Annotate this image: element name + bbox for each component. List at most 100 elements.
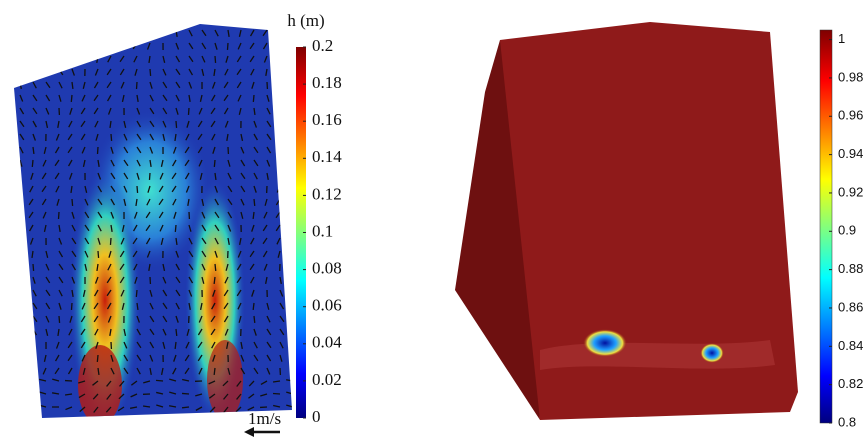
arrow	[98, 30, 100, 37]
arrow	[277, 30, 280, 36]
arrow	[254, 316, 255, 323]
arrow	[110, 30, 111, 37]
arrow	[31, 30, 33, 37]
arrow	[293, 56, 295, 63]
arrow	[253, 95, 254, 102]
arrow	[280, 134, 283, 140]
tick-label: 0.9	[838, 223, 856, 238]
arrow	[289, 186, 293, 192]
arrow	[149, 173, 150, 180]
arrow	[72, 199, 73, 206]
figure: 1m/s h (m) 0.20.180.160.140.120.10.080.0…	[0, 0, 866, 441]
arrow	[214, 277, 215, 284]
arrow	[280, 147, 282, 154]
arrow	[121, 30, 124, 36]
tick-label: 0.04	[312, 333, 342, 352]
arrow	[215, 264, 216, 271]
tick-label: 0.08	[312, 259, 342, 278]
arrow	[17, 43, 20, 49]
arrow	[293, 251, 294, 258]
arrow	[17, 251, 20, 257]
arrow	[26, 405, 33, 407]
arrow	[279, 173, 280, 180]
arrow	[16, 225, 20, 231]
arrow	[293, 69, 296, 75]
arrow	[175, 342, 176, 349]
arrow	[280, 69, 281, 76]
arrow	[16, 238, 20, 244]
arrow	[182, 407, 189, 408]
tick-label: 0.84	[838, 338, 863, 353]
tick-label: 0.06	[312, 296, 342, 315]
arrow	[280, 95, 284, 101]
arrow	[71, 95, 72, 102]
arrow	[293, 342, 294, 349]
arrow	[33, 264, 34, 271]
arrow	[290, 173, 293, 179]
arrow	[214, 368, 215, 375]
arrow	[16, 212, 20, 218]
arrow	[293, 108, 296, 114]
arrow	[120, 43, 124, 49]
arrow	[13, 394, 20, 395]
arrow	[133, 30, 137, 36]
tick-label: 0.88	[838, 261, 863, 276]
tick-label: 0.2	[312, 36, 333, 55]
depth-plot: 1m/s h (m) 0.20.180.160.140.120.10.080.0…	[13, 11, 342, 437]
tick-label: 0.14	[312, 147, 342, 166]
arrow	[85, 56, 86, 63]
colorbar-title: h (m)	[287, 11, 324, 30]
arrow	[292, 147, 293, 154]
arrow	[18, 56, 20, 63]
arrow	[18, 264, 20, 271]
arrow	[214, 160, 215, 167]
arrow	[72, 56, 75, 62]
arrow	[32, 160, 33, 167]
arrow	[20, 290, 21, 297]
tick-label: 0.92	[838, 184, 863, 199]
scale-label: 1m/s	[248, 409, 281, 428]
arrow	[188, 108, 189, 115]
tick-label: 0.8	[838, 414, 856, 429]
arrow	[32, 43, 33, 50]
arrow	[59, 56, 63, 62]
arrow	[280, 108, 284, 114]
arrow	[150, 69, 151, 76]
arrow	[293, 316, 296, 322]
arrow	[33, 69, 35, 76]
arrow	[20, 303, 23, 310]
arrow	[20, 368, 22, 375]
arrow	[280, 121, 284, 127]
arrow	[85, 30, 89, 36]
arrow	[46, 69, 50, 75]
tick-label: 0.94	[838, 146, 863, 161]
tick-label: 0.16	[312, 110, 342, 129]
arrow	[33, 342, 36, 349]
arrow	[33, 147, 34, 154]
arrow	[33, 355, 34, 362]
arrow	[253, 303, 254, 310]
arrow	[293, 43, 294, 50]
arrow	[16, 30, 20, 36]
arrow	[291, 368, 293, 375]
arrow	[291, 225, 293, 232]
arrow	[26, 393, 33, 394]
arrow	[292, 355, 293, 362]
arrow	[98, 251, 99, 258]
arrow	[20, 329, 24, 335]
arrow	[71, 303, 72, 310]
arrow	[46, 43, 48, 50]
tick-label: 0.12	[312, 184, 342, 203]
tick-label: 0.18	[312, 73, 342, 92]
arrow	[20, 316, 23, 322]
arrow	[137, 186, 138, 193]
arrow	[20, 355, 23, 361]
arrow	[215, 56, 216, 63]
tick-label: 0.02	[312, 370, 342, 389]
arrow	[292, 238, 293, 245]
arrow	[59, 316, 60, 323]
arrow	[97, 355, 98, 362]
tick-label: 0.96	[838, 108, 863, 123]
arrow	[111, 134, 112, 141]
arrow	[59, 30, 62, 36]
